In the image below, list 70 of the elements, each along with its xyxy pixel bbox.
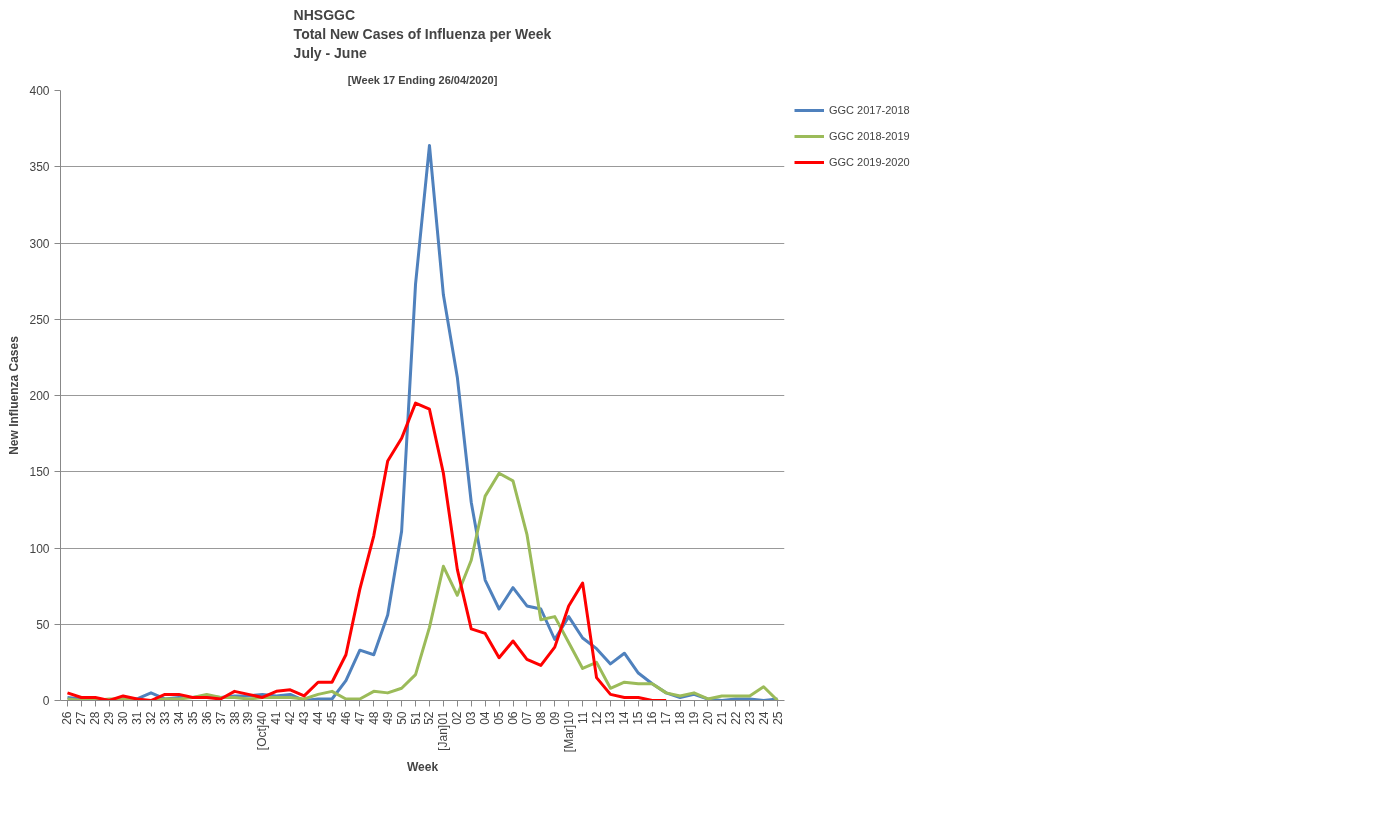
x-tick-label: 31 [130, 711, 145, 725]
y-tick-label: 100 [29, 541, 50, 556]
x-tick-label: 07 [519, 711, 534, 725]
line-series [65, 471, 780, 701]
x-tick-label: 19 [687, 711, 701, 725]
x-tick-label: 50 [394, 711, 409, 725]
legend-label: GGC 2018-2019 [829, 130, 910, 142]
y-tick-label: 0 [42, 694, 50, 708]
chart-subtitle: [Week 17 Ending 26/04/2020] [347, 73, 498, 86]
x-tick-label: 23 [742, 711, 757, 725]
x-tick-label: 35 [185, 711, 200, 725]
x-tick-label: 29 [102, 711, 117, 725]
x-tick-label: 30 [116, 711, 131, 725]
x-axis-title: Week [406, 760, 439, 775]
x-tick-label: 03 [464, 711, 479, 725]
x-tick-label: 37 [213, 711, 228, 725]
x-tick-label: 42 [283, 711, 298, 725]
x-tick-label: 45 [325, 711, 339, 725]
x-tick-label: 36 [199, 711, 214, 725]
x-tick-label: 47 [352, 711, 367, 725]
chart-title: NHSGGC Total New Cases of Influenza per Week July - June [293, 7, 552, 62]
x-tick-label: 09 [547, 711, 562, 725]
x-tick-label: 25 [770, 711, 785, 725]
x-tick-label: 12 [589, 711, 604, 725]
x-tick-label: 20 [700, 711, 715, 725]
x-tick-label: 34 [171, 711, 186, 725]
x-tick-label: 51 [408, 711, 423, 725]
x-tick-label: 49 [380, 711, 395, 725]
x-tick-label: 13 [603, 711, 618, 725]
x-tick-label: 27 [74, 711, 89, 725]
x-tick-label: 17 [659, 711, 674, 725]
x-tick-label: 43 [297, 711, 312, 725]
y-tick-label: 200 [29, 389, 50, 403]
x-tick-label: 52 [422, 711, 437, 725]
x-tick-label: 11 [575, 711, 590, 724]
x-tick-label: 38 [227, 711, 242, 725]
x-tick-label: 24 [756, 711, 771, 725]
x-tick-label: 33 [157, 711, 172, 725]
legend-label: GGC 2017-2018 [829, 104, 910, 116]
y-tick-label: 150 [29, 465, 50, 480]
line-series [65, 401, 668, 701]
x-tick-label: 04 [478, 711, 493, 725]
x-tick-label: 14 [617, 711, 632, 725]
x-tick-label: 05 [492, 711, 507, 725]
y-tick-label: 400 [29, 84, 50, 98]
x-tick-label: 15 [631, 711, 646, 725]
x-tick-label: 48 [366, 711, 381, 725]
x-tick-label: 44 [311, 711, 326, 725]
x-tick-label: 39 [241, 711, 256, 725]
y-tick-label: 250 [29, 312, 50, 327]
y-tick-label: 300 [29, 236, 50, 251]
x-tick-label: 02 [450, 711, 465, 725]
x-tick-label: 46 [338, 711, 353, 725]
x-tick-label: 26 [60, 711, 75, 725]
x-tick-label: [Mar]10 [561, 711, 576, 753]
x-tick-label: [Jan]01 [436, 711, 451, 751]
x-tick-label: 06 [506, 711, 520, 725]
x-tick-label: 28 [88, 711, 103, 725]
y-tick-label: 350 [29, 160, 50, 175]
x-tick-label: 16 [645, 711, 660, 725]
x-tick-label: 08 [533, 711, 548, 725]
legend-label: GGC 2019-2020 [829, 156, 910, 168]
x-tick-label: [Oct]40 [255, 711, 270, 751]
y-axis-title: New Influenza Cases [7, 335, 22, 455]
x-tick-label: 41 [269, 711, 284, 725]
y-tick-label: 50 [36, 617, 50, 632]
x-tick-label: 18 [673, 711, 688, 725]
x-tick-label: 21 [714, 711, 729, 725]
x-tick-label: 22 [728, 711, 743, 725]
x-tick-label: 32 [144, 711, 158, 725]
